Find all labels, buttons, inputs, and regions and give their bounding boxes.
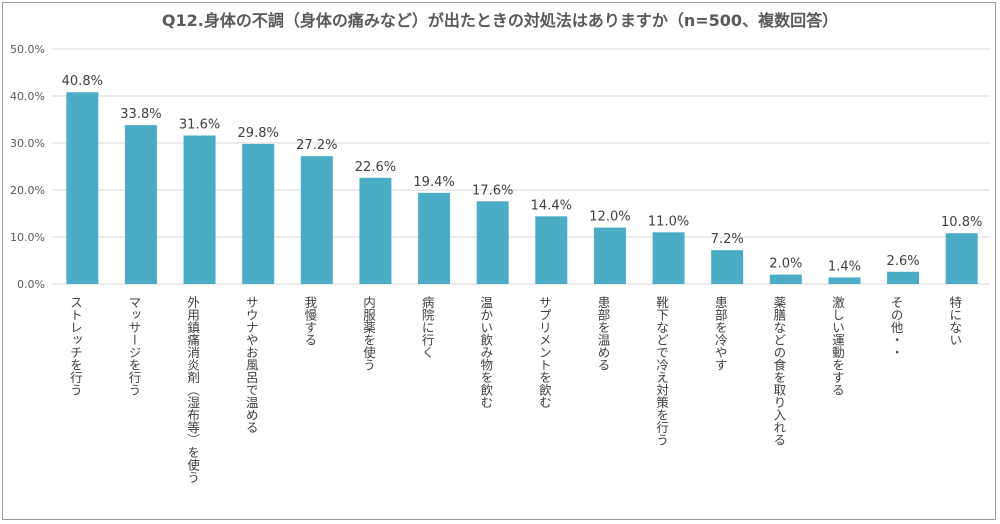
category-label: 激しい運動をする: [830, 296, 845, 396]
y-tick-label: 30.0%: [10, 137, 45, 150]
data-label: 40.8%: [62, 74, 103, 89]
data-label: 14.4%: [531, 198, 572, 213]
data-label: 12.0%: [589, 210, 630, 225]
category-label: その他・・: [889, 296, 904, 359]
bar: [887, 271, 920, 284]
chart-title: Q12.身体の不調（身体の痛みなど）が出たときの対処法はありますか（n=500、…: [161, 11, 839, 30]
data-label: 17.6%: [472, 183, 513, 198]
data-label: 7.2%: [711, 232, 744, 247]
bar: [66, 92, 99, 285]
data-label: 29.8%: [238, 126, 279, 141]
bar: [652, 232, 685, 284]
category-label: 特にない: [947, 295, 962, 346]
data-label: 22.6%: [355, 160, 396, 175]
data-label: 19.4%: [413, 175, 454, 190]
bar: [476, 201, 509, 284]
bar: [183, 135, 216, 284]
category-label: 患部を冷やす: [713, 296, 728, 371]
category-label: 外用鎮痛消炎剤（湿布等）を使う: [185, 296, 200, 484]
bar: [828, 277, 861, 284]
bar: [711, 250, 744, 284]
data-label: 1.4%: [828, 259, 861, 274]
data-label: 27.2%: [296, 138, 337, 153]
data-labels: 40.8% 33.8% 31.6% 29.8% 27.2% 22.6% 19.4% 17.6%…: [62, 74, 983, 274]
data-label: 10.8%: [941, 215, 982, 230]
category-label: 靴下などで冷え対策を行う: [654, 296, 669, 446]
data-label: 2.6%: [887, 254, 920, 269]
bar: [593, 227, 626, 284]
category-label: 内服薬を使う: [361, 296, 376, 371]
category-label: ストレッチを行う: [68, 296, 83, 396]
category-label: 温かい飲み物を飲む: [478, 296, 493, 409]
y-tick-label: 10.0%: [10, 231, 45, 244]
y-tick-label: 0.0%: [17, 278, 45, 291]
category-label: 病院に行く: [420, 295, 435, 359]
bar: [418, 192, 451, 284]
bar: [300, 156, 333, 284]
data-label: 33.8%: [120, 107, 161, 122]
bar: [535, 216, 568, 284]
category-label: サプリメントを飲む: [537, 296, 552, 409]
category-label: 患部を温める: [595, 296, 610, 371]
data-label: 31.6%: [179, 117, 220, 132]
bar: [359, 177, 392, 284]
category-label: マッサージを行う: [126, 296, 141, 396]
bar: [242, 143, 275, 284]
category-label: 我慢する: [302, 296, 317, 346]
category-label: サウナやお風呂で温める: [244, 296, 259, 434]
y-tick-label: 20.0%: [10, 184, 45, 197]
y-axis-ticks: 0.0% 10.0% 20.0% 30.0% 40.0% 50.0%: [10, 43, 45, 291]
bars: [66, 92, 978, 285]
bar: [945, 233, 978, 284]
data-label: 2.0%: [769, 257, 802, 272]
data-label: 11.0%: [648, 214, 689, 229]
y-tick-label: 50.0%: [10, 43, 45, 56]
category-labels: ストレッチを行う マッサージを行う 外用鎮痛消炎剤（湿布等）を使う サウナやお風呂で温…: [68, 295, 962, 484]
bar: [124, 125, 157, 284]
bar: [769, 274, 802, 284]
y-tick-label: 40.0%: [10, 90, 45, 103]
category-label: 薬膳などの食を取り入れる: [771, 296, 786, 446]
